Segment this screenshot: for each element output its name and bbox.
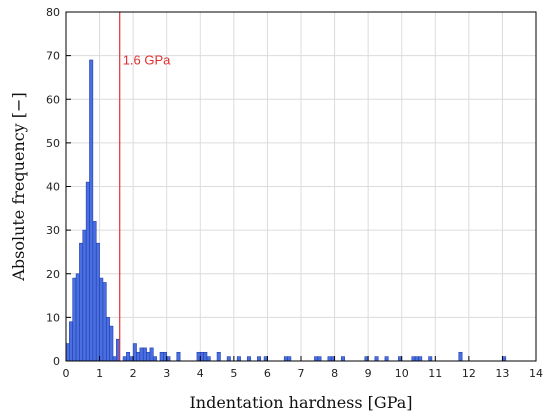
x-tick-label: 4: [197, 367, 204, 380]
histogram-bar: [69, 321, 74, 362]
histogram-bar: [129, 356, 134, 362]
x-tick-label: 12: [462, 367, 476, 380]
histogram-bar: [112, 356, 117, 362]
histogram-bar: [109, 325, 114, 362]
histogram-bar: [428, 356, 433, 362]
y-tick-label: 10: [46, 311, 60, 324]
histogram-bar: [330, 356, 335, 362]
histogram-bar: [502, 356, 507, 362]
histogram-bar: [142, 347, 147, 362]
x-tick-label: 10: [395, 367, 409, 380]
histogram-bar: [149, 347, 154, 362]
x-tick-label: 8: [331, 367, 338, 380]
bars: [65, 59, 507, 362]
histogram-bar: [146, 351, 151, 362]
histogram-bar: [458, 351, 463, 362]
histogram-bar: [89, 59, 94, 362]
histogram-bar: [122, 356, 127, 362]
y-tick-label: 0: [53, 355, 60, 368]
y-tick-label: 50: [46, 137, 60, 150]
histogram-bar: [216, 351, 221, 362]
histogram-bar: [314, 356, 319, 362]
histogram-bar: [126, 351, 131, 362]
histogram-bar: [99, 277, 104, 362]
histogram-bar: [105, 317, 110, 362]
histogram-bar: [327, 356, 332, 362]
histogram-bar: [176, 351, 181, 362]
histogram-bar: [65, 343, 70, 362]
histogram-bar: [132, 343, 137, 362]
histogram-bar: [92, 221, 97, 362]
histogram-bar: [102, 282, 107, 362]
x-tick-label: 9: [365, 367, 372, 380]
histogram-bar: [136, 351, 141, 362]
x-tick-label: 14: [529, 367, 543, 380]
histogram-bar: [374, 356, 379, 362]
y-tick-label: 20: [46, 268, 60, 281]
x-tick-label: 0: [63, 367, 70, 380]
histogram-bar: [246, 356, 251, 362]
x-tick-label: 7: [298, 367, 305, 380]
histogram-bar: [257, 356, 262, 362]
histogram-bar: [139, 347, 144, 362]
histogram-bar: [364, 356, 369, 362]
histogram-bar: [236, 356, 241, 362]
histogram-bar: [79, 242, 84, 362]
histogram-bar: [85, 181, 90, 362]
histogram-bar: [152, 356, 157, 362]
histogram-bar: [75, 273, 80, 362]
histogram-bar: [206, 356, 211, 362]
histogram-bar: [163, 351, 168, 362]
x-tick-label: 3: [163, 367, 170, 380]
histogram-bar: [263, 356, 268, 362]
x-tick-label: 11: [428, 367, 442, 380]
histogram-bar: [384, 356, 389, 362]
x-tick-label: 2: [130, 367, 137, 380]
histogram-bar: [317, 356, 322, 362]
histogram-bar: [95, 242, 100, 362]
histogram-bar: [414, 356, 419, 362]
histogram-bar: [411, 356, 416, 362]
y-tick-label: 80: [46, 6, 60, 19]
histogram-bar: [283, 356, 288, 362]
histogram-bar: [226, 356, 231, 362]
histogram-bar: [166, 356, 171, 362]
histogram-bar: [340, 356, 345, 362]
reference-line-label: 1.6 GPa: [123, 52, 171, 67]
histogram-bar: [199, 351, 204, 362]
x-axis-title: Indentation hardness [GPa]: [189, 393, 412, 412]
histogram-bar: [287, 356, 292, 362]
histogram-bar: [72, 277, 77, 362]
y-tick-label: 40: [46, 181, 60, 194]
histogram-bar: [82, 229, 87, 362]
y-tick-label: 70: [46, 50, 60, 63]
x-tick-label: 13: [495, 367, 509, 380]
histogram-bar: [398, 356, 403, 362]
histogram-bar: [196, 351, 201, 362]
histogram-bar: [159, 351, 164, 362]
x-tick-label: 5: [230, 367, 237, 380]
y-axis-title: Absolute frequency [−]: [9, 92, 28, 281]
histogram-bar: [418, 356, 423, 362]
histogram-bar: [203, 351, 208, 362]
x-tick-label: 1: [96, 367, 103, 380]
y-tick-label: 30: [46, 224, 60, 237]
grid: [66, 12, 536, 361]
y-tick-label: 60: [46, 93, 60, 106]
x-tick-label: 6: [264, 367, 271, 380]
